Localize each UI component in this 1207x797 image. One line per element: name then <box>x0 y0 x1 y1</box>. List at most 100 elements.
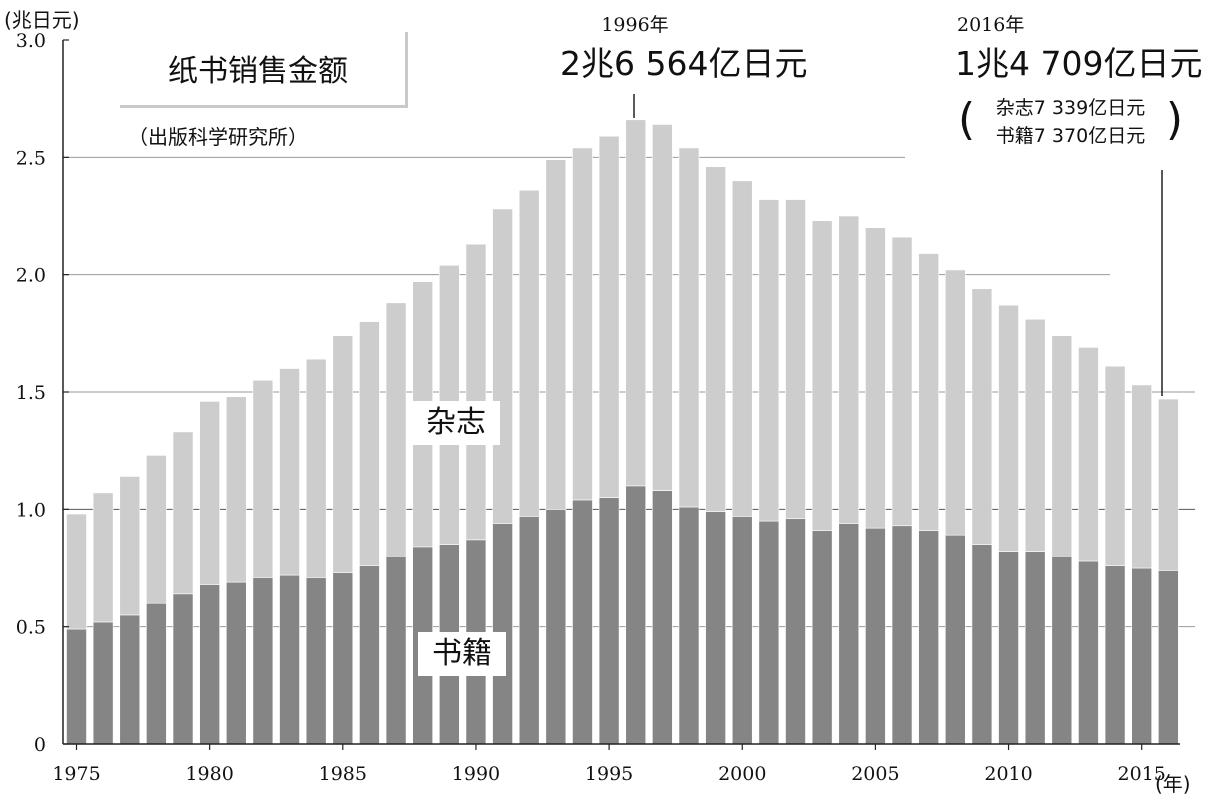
bar-books-2013 <box>1078 560 1099 745</box>
bar-magazine-1994 <box>572 147 593 501</box>
y-tick-label: 1.5 <box>16 382 46 404</box>
bar-books-1978 <box>146 602 167 745</box>
bar-magazine-2004 <box>838 215 860 524</box>
bar-books-1999 <box>705 511 726 745</box>
bar-magazine-1993 <box>545 159 567 510</box>
y-tick-label: 0.5 <box>16 617 46 639</box>
bar-magazine-2016 <box>1158 398 1179 571</box>
y-ticks: 0 0.5 1.0 1.5 2.0 2.5 3.0 <box>16 30 69 756</box>
bar-books-1975 <box>66 628 87 745</box>
chart-title: 纸书销售金额 <box>168 54 348 89</box>
bar-magazine-1986 <box>359 321 380 566</box>
bar-books-1994 <box>572 499 593 745</box>
bar-books-1982 <box>252 577 274 745</box>
x-tick-label: 1985 <box>319 763 367 785</box>
left-paren-glyph: ( <box>958 94 976 145</box>
bar-magazine-1997 <box>652 124 673 491</box>
bar-books-2014 <box>1104 565 1126 745</box>
y-tick-label: 1.0 <box>16 499 46 521</box>
x-tick-label: 1980 <box>185 763 233 785</box>
latest-value-label: 1兆4 709亿日元 <box>955 44 1203 83</box>
bar-books-2001 <box>758 520 780 745</box>
bar-books-2002 <box>785 518 806 745</box>
series-label-books: 书籍 <box>418 632 506 676</box>
bar-magazine-2013 <box>1078 347 1099 562</box>
x-tick-label: 2000 <box>718 763 766 785</box>
bar-magazine-1978 <box>146 455 167 604</box>
bar-magazine-1992 <box>518 189 540 517</box>
bar-magazine-1998 <box>678 147 700 508</box>
bar-magazine-2012 <box>1051 335 1073 557</box>
bar-magazine-1996 <box>625 119 647 487</box>
bar-books-2000 <box>731 516 753 745</box>
bar-books-1980 <box>199 584 220 745</box>
peak-annotation: 1996年 2兆6 564亿日元 <box>560 10 807 85</box>
x-tick-label: 2010 <box>984 763 1032 785</box>
bar-books-1987 <box>385 555 407 745</box>
bar-magazine-1985 <box>332 335 354 573</box>
bar-magazine-2006 <box>891 236 913 527</box>
bar-magazine-2005 <box>865 227 886 529</box>
bar-books-1997 <box>652 490 673 745</box>
latest-magazine-detail: 杂志7 339亿日元 <box>995 97 1146 119</box>
bar-magazine-1983 <box>279 368 300 576</box>
bar-magazine-1991 <box>492 208 513 524</box>
bar-books-1996 <box>625 485 647 745</box>
bar-magazine-2001 <box>758 199 780 522</box>
bar-magazine-2011 <box>1024 318 1046 552</box>
x-ticks: 1975 1980 1985 1990 1995 2000 2005 2010 2015 <box>52 744 1166 785</box>
bar-magazine-2003 <box>811 220 833 531</box>
bar-books-2011 <box>1024 551 1046 745</box>
bar-books-1992 <box>518 516 540 745</box>
bar-books-2007 <box>918 530 939 745</box>
bar-books-2006 <box>891 525 913 745</box>
x-tick-label: 1995 <box>585 763 633 785</box>
bar-layer <box>66 119 1179 745</box>
x-tick-label: 1990 <box>452 763 500 785</box>
bar-magazine-2002 <box>785 199 806 520</box>
bar-books-2012 <box>1051 555 1073 745</box>
right-paren-glyph: ) <box>1165 94 1183 145</box>
bar-books-2009 <box>971 544 993 745</box>
bar-magazine-1995 <box>598 135 620 498</box>
series-label-magazine: 杂志 <box>412 401 500 445</box>
bar-books-2016 <box>1158 570 1179 745</box>
bar-magazine-2015 <box>1131 384 1152 569</box>
bar-books-1986 <box>359 565 380 745</box>
bar-magazine-2010 <box>998 304 1019 552</box>
chart-source: （出版科学研究所） <box>128 125 308 149</box>
bar-magazine-1977 <box>119 476 141 616</box>
bar-books-1995 <box>598 497 620 745</box>
x-tick-label: 2015 <box>1118 763 1166 785</box>
bar-books-2003 <box>811 530 833 745</box>
bar-magazine-2008 <box>944 269 966 536</box>
y-tick-label: 2.0 <box>16 265 46 287</box>
annotation-leaders <box>633 94 1163 396</box>
bar-books-1981 <box>225 581 247 745</box>
bar-magazine-1981 <box>225 396 247 583</box>
bar-books-1983 <box>279 574 300 745</box>
bar-magazine-2009 <box>971 288 993 545</box>
bar-magazine-2014 <box>1104 365 1126 566</box>
y-tick-label: 3.0 <box>16 30 46 52</box>
bar-magazine-1979 <box>172 431 194 595</box>
bar-books-2010 <box>998 551 1019 745</box>
x-axis-label: (年) <box>1155 772 1191 796</box>
bar-books-2004 <box>838 523 860 745</box>
title-box <box>120 32 408 108</box>
bar-books-1976 <box>92 621 114 745</box>
latest-year-label: 2016年 <box>957 14 1025 36</box>
bar-books-1993 <box>545 509 567 745</box>
bar-magazine-2000 <box>731 180 753 517</box>
y-tick-label: 2.5 <box>16 147 46 169</box>
bar-magazine-1975 <box>66 513 87 630</box>
x-tick-label: 1975 <box>52 763 100 785</box>
bar-magazine-1984 <box>305 358 327 578</box>
bar-books-1977 <box>119 614 141 745</box>
y-tick-label: 0 <box>34 734 46 756</box>
latest-annotation: 2016年 1兆4 709亿日元 <box>935 10 1205 85</box>
bar-books-1984 <box>305 577 327 745</box>
bar-books-1998 <box>678 506 700 745</box>
bar-books-2015 <box>1131 567 1152 745</box>
